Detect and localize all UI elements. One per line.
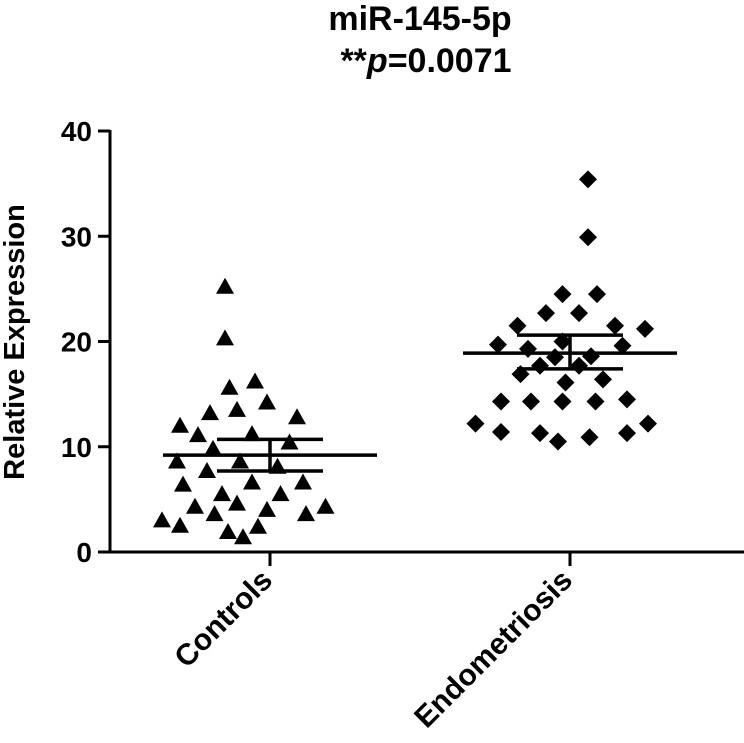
triangle-point <box>231 452 249 469</box>
diamond-point <box>522 392 540 411</box>
triangle-point <box>228 400 246 417</box>
y-tick-label: 30 <box>61 221 92 252</box>
p-value: =0.0071 <box>388 42 512 80</box>
triangle-point <box>171 516 189 533</box>
diamond-point <box>553 285 572 304</box>
diamond-point <box>492 423 510 442</box>
diamond-point <box>466 414 485 433</box>
triangle-point <box>246 372 264 389</box>
y-axis-label: Relative Expression <box>0 204 31 480</box>
triangle-point <box>243 425 261 442</box>
data-points <box>153 170 657 545</box>
y-tick-label: 40 <box>61 116 92 147</box>
diamond-point <box>489 335 507 354</box>
triangle-point <box>220 378 239 395</box>
diamond-point <box>579 228 597 247</box>
triangle-point <box>171 416 189 433</box>
triangle-point <box>294 473 312 490</box>
diamond-point <box>549 432 567 451</box>
y-tick-label: 10 <box>61 432 92 463</box>
diamond-point <box>570 304 588 323</box>
error-bars <box>163 333 677 473</box>
triangle-point <box>288 408 306 425</box>
diamond-point <box>613 336 632 355</box>
triangle-point <box>198 461 216 478</box>
x-tick-label: Controls <box>168 564 279 675</box>
diamond-point <box>553 332 572 351</box>
diamond-point <box>618 424 636 443</box>
diamond-point <box>586 392 605 411</box>
triangle-point <box>219 523 237 540</box>
diamond-point <box>579 170 597 189</box>
triangle-point <box>280 433 299 450</box>
diamond-point <box>636 319 654 338</box>
triangle-point <box>243 473 261 490</box>
diamond-point <box>508 316 527 335</box>
significance-stars: ** <box>340 42 367 80</box>
chart-title: miR-145-5p <box>328 0 511 38</box>
diamond-point <box>580 428 599 447</box>
x-tick-label: Endometriosis <box>408 564 579 735</box>
triangle-point <box>228 494 246 511</box>
diamond-point <box>531 356 549 375</box>
triangle-point <box>216 277 234 294</box>
diamond-point <box>594 370 612 389</box>
triangle-point <box>316 497 335 514</box>
triangle-point <box>153 511 171 528</box>
diamond-point <box>546 348 564 367</box>
triangle-point <box>268 457 287 474</box>
diamond-point <box>588 285 606 304</box>
triangle-point <box>204 439 222 456</box>
diamond-point <box>582 347 600 366</box>
triangle-point <box>258 500 276 517</box>
triangle-point <box>271 485 290 502</box>
triangle-point <box>216 329 234 346</box>
triangle-point <box>174 475 192 492</box>
diamond-point <box>511 365 530 384</box>
triangle-point <box>201 404 219 421</box>
y-tick-label: 0 <box>76 537 92 568</box>
diamond-point <box>618 390 636 409</box>
triangle-point <box>234 528 252 545</box>
diamond-point <box>531 424 549 443</box>
diamond-point <box>570 356 588 375</box>
chart-subtitle: **p=0.0071 <box>340 42 511 80</box>
triangle-point <box>189 426 207 443</box>
triangle-point <box>258 393 276 410</box>
triangle-point <box>249 517 267 534</box>
diamond-point <box>492 392 510 411</box>
p-symbol: p <box>366 42 388 80</box>
triangle-point <box>168 452 186 469</box>
diamond-point <box>556 373 575 392</box>
triangle-point <box>205 505 224 522</box>
diamond-point <box>553 392 572 411</box>
diamond-point <box>606 316 624 335</box>
diamond-point <box>519 339 537 358</box>
diamond-point <box>537 304 555 323</box>
triangle-point <box>297 505 315 522</box>
diamond-point <box>639 414 657 433</box>
triangle-point <box>186 497 204 514</box>
triangle-point <box>213 485 231 502</box>
y-tick-label: 20 <box>61 327 92 358</box>
